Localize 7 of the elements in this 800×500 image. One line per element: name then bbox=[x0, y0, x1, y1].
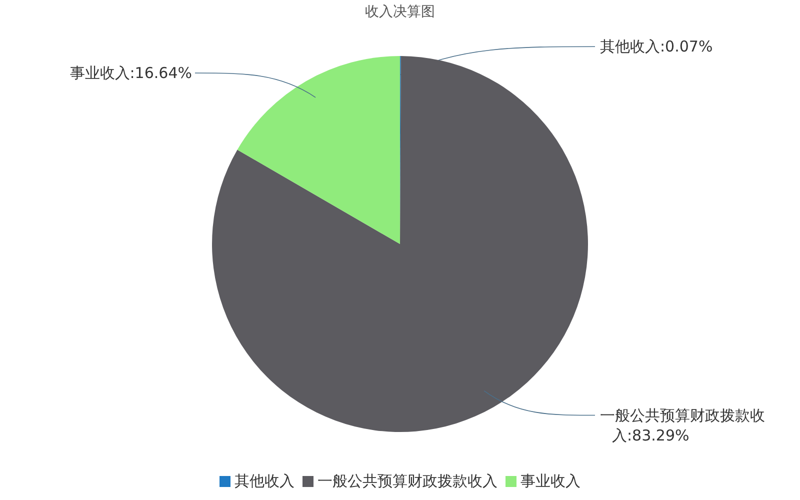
data-label: 一般公共预算财政拨款收入:83.29% bbox=[600, 406, 765, 444]
legend-label: 一般公共预算财政拨款收入 bbox=[318, 472, 498, 490]
legend-label: 其他收入 bbox=[234, 472, 294, 490]
legend-label: 事业收入 bbox=[520, 472, 580, 490]
data-label: 其他收入:0.07% bbox=[600, 38, 713, 56]
data-label: 事业收入:16.64% bbox=[70, 64, 192, 82]
chart-title: 收入决算图 bbox=[365, 4, 435, 20]
